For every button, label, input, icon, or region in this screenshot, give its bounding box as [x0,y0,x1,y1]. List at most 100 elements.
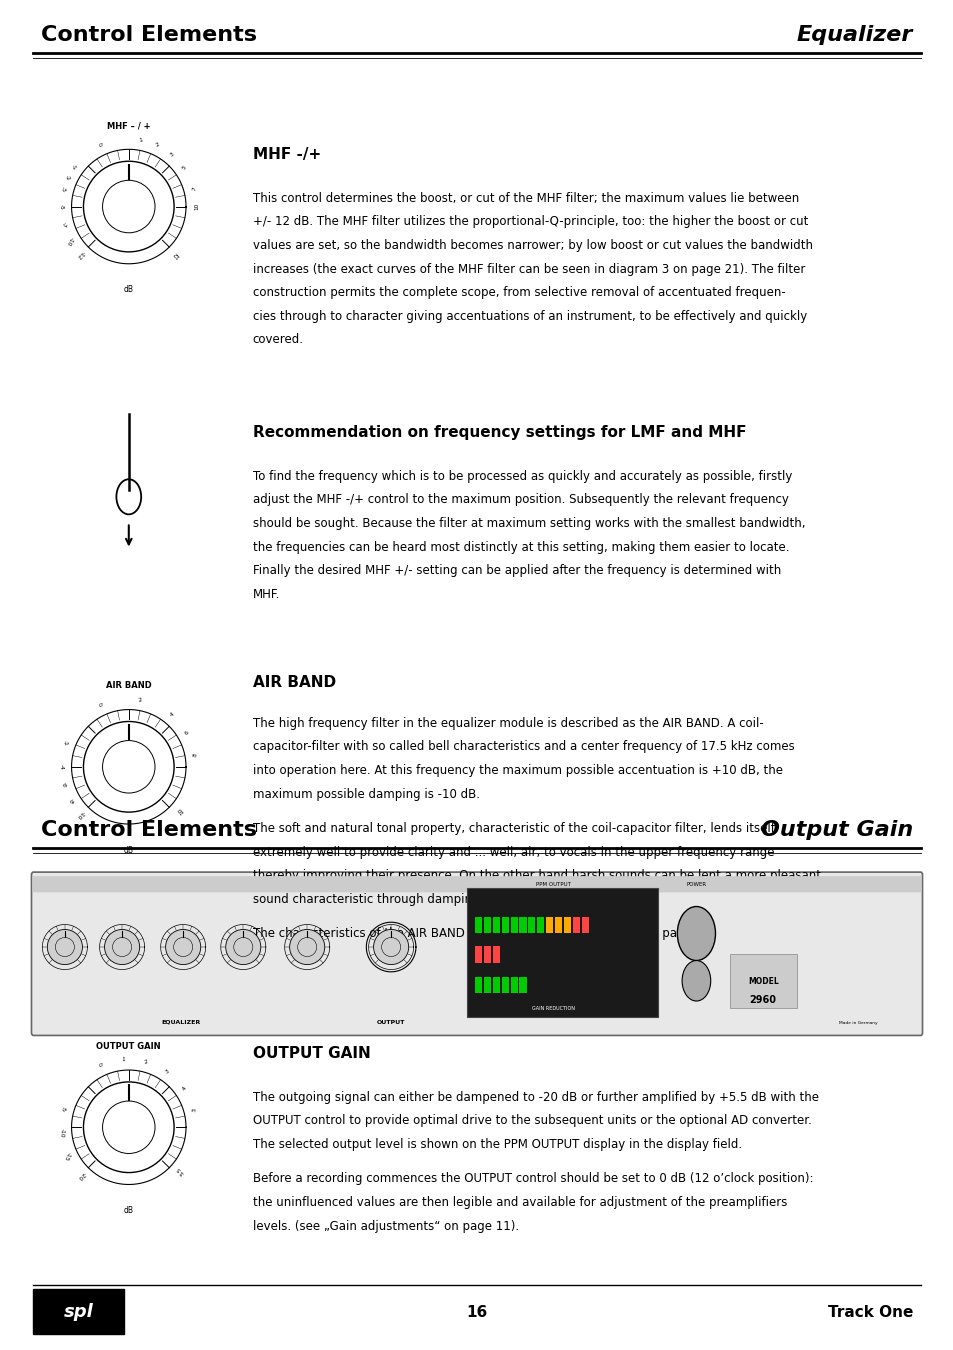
Ellipse shape [48,929,82,965]
Text: should be sought. Because the filter at maximum setting works with the smallest : should be sought. Because the filter at … [253,517,804,531]
Circle shape [681,961,710,1002]
Text: MODEL: MODEL [747,977,778,986]
Text: dB: dB [124,1206,133,1215]
Text: PPM OUTPUT: PPM OUTPUT [536,882,570,887]
Ellipse shape [226,929,260,965]
Text: -4: -4 [58,764,64,769]
Bar [483,917,491,933]
Ellipse shape [103,181,154,232]
Text: -5: -5 [58,204,64,209]
Text: 8: 8 [193,753,198,757]
Ellipse shape [381,937,400,957]
Text: -15: -15 [63,1150,71,1161]
Text: 0: 0 [97,1062,103,1069]
Text: Track One: Track One [827,1304,912,1320]
Ellipse shape [233,937,253,957]
Bar [501,977,508,994]
Text: -10: -10 [58,1129,64,1138]
Text: construction permits the complete scope, from selective removal of accentuated f: construction permits the complete scope,… [253,286,784,300]
Text: the uninfluenced values are then legible and available for adjustment of the pre: the uninfluenced values are then legible… [253,1196,786,1210]
Bar [475,977,481,994]
Bar [493,917,499,933]
Text: 3: 3 [165,1069,171,1075]
Text: 10: 10 [193,202,199,211]
Text: The outgoing signal can either be dampened to -20 dB or further amplified by +5.: The outgoing signal can either be dampen… [253,1091,818,1104]
Text: -10: -10 [75,810,86,819]
Text: 7: 7 [192,186,197,192]
Circle shape [116,479,141,514]
Text: into operation here. At this frequency the maximum possible accentuation is +10 : into operation here. At this frequency t… [253,764,782,778]
Text: Output Gain: Output Gain [760,819,912,840]
Bar [581,917,588,933]
Text: OUTPUT: OUTPUT [376,1019,405,1025]
Text: AIR BAND: AIR BAND [253,675,335,690]
Text: 4: 4 [169,711,175,718]
Ellipse shape [290,929,324,965]
Text: -6: -6 [60,780,67,788]
Ellipse shape [112,937,132,957]
Bar [483,946,491,963]
Text: spl: spl [63,1303,93,1320]
Text: The soft and natural tonal property, characteristic of the coil-capacitor filter: The soft and natural tonal property, cha… [253,822,774,836]
Text: 0: 0 [97,702,103,709]
Bar [510,977,517,994]
Text: POWER: POWER [685,882,706,887]
Text: 1: 1 [138,138,143,143]
Bar [572,917,579,933]
Text: 0: 0 [97,142,103,148]
Text: adjust the MHF -/+ control to the maximum position. Subsequently the relevant fr: adjust the MHF -/+ control to the maximu… [253,494,788,506]
Text: OUTPUT GAIN: OUTPUT GAIN [253,1046,370,1061]
Text: EQUALIZER: EQUALIZER [161,1019,201,1025]
Text: dB: dB [124,285,133,294]
Text: increases (the exact curves of the MHF filter can be seen in diagram 3 on page 2: increases (the exact curves of the MHF f… [253,262,804,275]
Text: dB: dB [124,845,133,855]
Bar [555,917,561,933]
Text: 2: 2 [138,698,143,703]
Text: MHF -/+: MHF -/+ [253,147,321,162]
Text: Control Elements: Control Elements [41,819,256,840]
Text: -3: -3 [60,185,67,193]
Text: cies through to character giving accentuations of an instrument, to be effective: cies through to character giving accentu… [253,309,806,323]
Bar [467,888,658,1017]
Text: AIR BAND: AIR BAND [106,682,152,690]
Text: -2: -2 [64,174,71,182]
Text: This control determines the boost, or cut of the MHF filter; the maximum values : This control determines the boost, or cu… [253,192,799,205]
Bar [483,977,491,994]
Text: 10: 10 [176,806,185,815]
FancyBboxPatch shape [32,876,921,892]
Bar [545,917,553,933]
Ellipse shape [84,721,173,813]
Text: sound characteristic through damping.: sound characteristic through damping. [253,894,482,906]
Text: 2960: 2960 [749,995,776,1006]
Text: 5.5: 5.5 [175,1165,186,1176]
Text: -5: -5 [60,1106,67,1114]
Text: Finally the desired MHF +/- setting can be applied after the frequency is determ: Finally the desired MHF +/- setting can … [253,564,781,578]
Text: thereby improving their presence. On the other hand harsh sounds can be lent a m: thereby improving their presence. On the… [253,869,820,883]
Text: 5: 5 [192,1107,197,1112]
Text: 1: 1 [121,1057,125,1062]
Text: covered.: covered. [253,333,303,347]
Text: -20: -20 [75,1170,86,1180]
Bar [510,917,517,933]
Text: OUTPUT GAIN: OUTPUT GAIN [96,1042,161,1050]
Bar [33,1289,124,1334]
FancyBboxPatch shape [31,872,922,1035]
Bar [528,917,535,933]
Text: The characteristics of the AIR BAND filter are shown in diagram 4 on page 21.: The characteristics of the AIR BAND filt… [253,927,713,941]
Ellipse shape [55,937,74,957]
Text: 12: 12 [172,250,181,259]
Bar [729,954,796,1008]
Circle shape [677,907,715,961]
Text: -1: -1 [70,163,77,171]
Text: -7: -7 [60,220,67,228]
Text: The selected output level is shown on the PPM OUTPUT display in the display fiel: The selected output level is shown on th… [253,1138,741,1152]
Ellipse shape [103,1102,154,1153]
Ellipse shape [173,937,193,957]
Text: 16: 16 [466,1304,487,1320]
Text: 4: 4 [181,1085,187,1091]
Text: the frequencies can be heard most distinctly at this setting, making them easier: the frequencies can be heard most distin… [253,540,788,553]
Text: Recommendation on frequency settings for LMF and MHF: Recommendation on frequency settings for… [253,425,745,440]
Ellipse shape [84,161,173,252]
Text: -8: -8 [67,796,73,805]
Text: 2: 2 [154,142,160,148]
